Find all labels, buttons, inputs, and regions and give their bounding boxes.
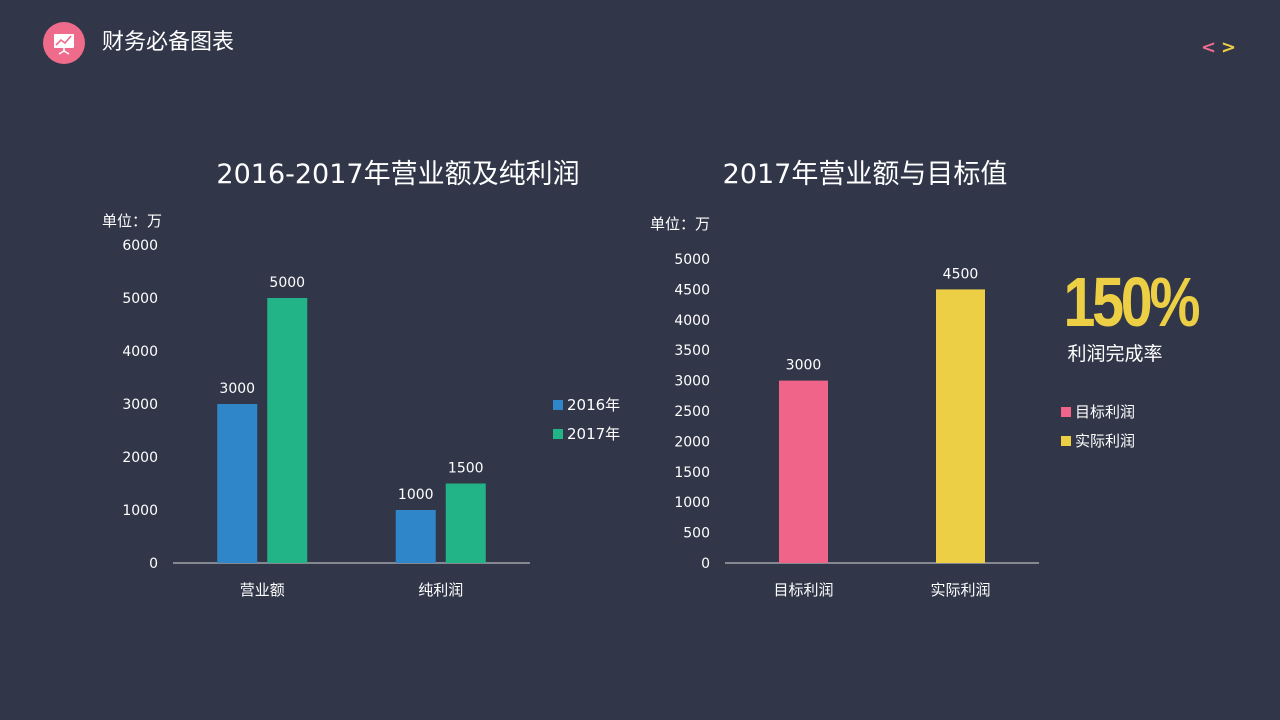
y-tick-label: 0 bbox=[701, 556, 710, 572]
page-title: 财务必备图表 bbox=[102, 30, 235, 55]
x-tick-label: 纯利润 bbox=[418, 581, 463, 599]
legend-label: 2016年 bbox=[567, 396, 620, 414]
bar bbox=[936, 289, 985, 563]
y-tick-label: 1000 bbox=[122, 503, 158, 519]
x-tick-label: 目标利润 bbox=[773, 581, 833, 599]
y-tick-label: 5000 bbox=[674, 252, 710, 268]
chart-title: 2016-2017年营业额及纯利润 bbox=[216, 159, 579, 190]
data-label: 1000 bbox=[398, 487, 434, 503]
y-tick-label: 4000 bbox=[122, 344, 158, 360]
y-tick-label: 1500 bbox=[674, 465, 710, 481]
y-tick-label: 5000 bbox=[122, 291, 158, 307]
y-tick-label: 2500 bbox=[674, 404, 710, 420]
legend-label: 2017年 bbox=[567, 425, 620, 443]
legend-swatch bbox=[1061, 407, 1071, 417]
y-tick-label: 6000 bbox=[122, 238, 158, 254]
x-tick-label: 营业额 bbox=[240, 581, 285, 599]
y-tick-label: 2000 bbox=[122, 450, 158, 466]
completion-rate-value: 150% bbox=[1063, 263, 1201, 341]
data-label: 1500 bbox=[448, 461, 484, 477]
legend-swatch bbox=[1061, 436, 1071, 446]
y-tick-label: 3000 bbox=[674, 374, 710, 390]
bar bbox=[779, 380, 828, 563]
bar bbox=[395, 510, 436, 563]
y-tick-label: 4000 bbox=[674, 313, 710, 329]
legend-label: 目标利润 bbox=[1075, 403, 1135, 421]
unit-label: 单位：万 bbox=[102, 212, 162, 230]
y-tick-label: 1000 bbox=[674, 495, 710, 511]
y-tick-label: 500 bbox=[683, 526, 710, 542]
presentation-chart-icon bbox=[43, 22, 85, 64]
bar bbox=[445, 483, 486, 563]
next-slide-button[interactable]: > bbox=[1221, 37, 1237, 58]
chart-title: 2017年营业额与目标值 bbox=[723, 159, 1008, 190]
completion-rate-label: 利润完成率 bbox=[1067, 343, 1163, 365]
legend-swatch bbox=[553, 400, 563, 410]
y-tick-label: 4500 bbox=[674, 282, 710, 298]
legend-swatch bbox=[553, 429, 563, 439]
data-label: 5000 bbox=[269, 275, 305, 291]
data-label: 4500 bbox=[943, 266, 979, 282]
bar bbox=[217, 404, 258, 563]
y-tick-label: 2000 bbox=[674, 434, 710, 450]
x-tick-label: 实际利润 bbox=[930, 581, 990, 599]
revenue-profit-chart: 2016-2017年营业额及纯利润 单位：万 0 1000 2000 3000 4000… bbox=[102, 159, 620, 599]
legend-label: 实际利润 bbox=[1075, 432, 1135, 450]
data-label: 3000 bbox=[786, 358, 822, 374]
y-tick-label: 3000 bbox=[122, 397, 158, 413]
logo-badge bbox=[43, 22, 85, 64]
y-tick-label: 0 bbox=[149, 556, 158, 572]
previous-slide-button[interactable]: < bbox=[1201, 37, 1217, 58]
bar bbox=[267, 298, 308, 563]
unit-label: 单位：万 bbox=[650, 215, 710, 233]
y-tick-label: 3500 bbox=[674, 343, 710, 359]
data-label: 3000 bbox=[219, 381, 255, 397]
